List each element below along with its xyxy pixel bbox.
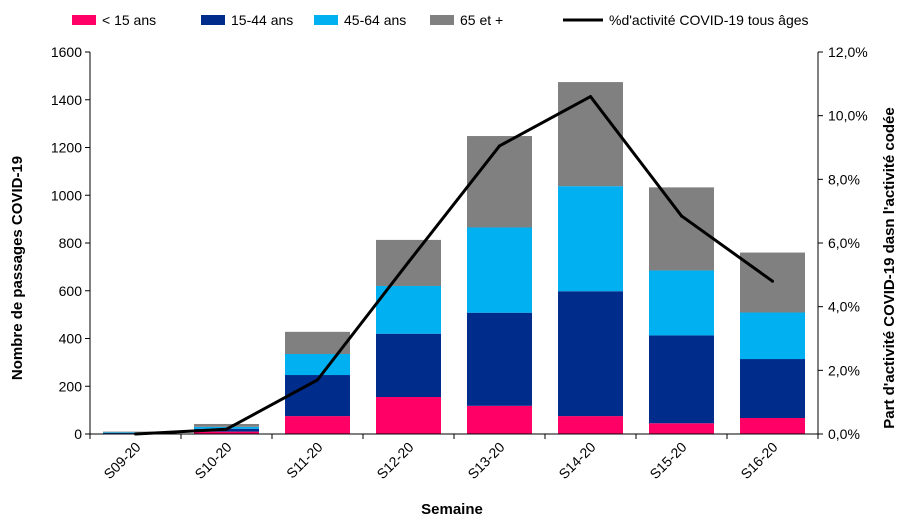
bar-segment — [376, 333, 441, 397]
x-tick-label: S13-20 — [464, 439, 507, 482]
x-tick-label: S10-20 — [191, 439, 234, 482]
bar-segment — [740, 418, 805, 434]
legend-label: 45-64 ans — [344, 12, 406, 28]
bar-segment — [649, 270, 714, 336]
y-tick-label: 600 — [59, 283, 83, 299]
line-point — [316, 378, 319, 382]
line-point — [225, 427, 228, 431]
y2-tick-label: 0,0% — [828, 426, 860, 442]
line-path — [135, 95, 774, 436]
line-series — [134, 95, 774, 436]
x-tick-label: S15-20 — [646, 439, 689, 482]
legend-label: < 15 ans — [102, 12, 156, 28]
y2-tick-label: 8,0% — [828, 171, 860, 187]
y-tick-label: 200 — [59, 378, 83, 394]
legend-swatch — [314, 15, 338, 25]
bar-segment — [558, 186, 623, 292]
bar-segment — [285, 416, 350, 434]
x-tick-label: S09-20 — [100, 439, 143, 482]
bar-segment — [467, 136, 532, 228]
line-point — [680, 214, 683, 218]
y-tick-label: 0 — [74, 426, 82, 442]
legend: < 15 ans 15-44 ans 45-64 ans 65 et + %d'acti… — [72, 12, 809, 28]
bar-segment — [558, 416, 623, 434]
legend-swatch — [430, 15, 454, 25]
legend-label: 65 et + — [460, 12, 503, 28]
bar-segment — [740, 312, 805, 360]
y2-axis-title: Part d'activité COVID-19 dasn l'activité… — [881, 107, 898, 428]
y-tick-label: 1200 — [51, 140, 82, 156]
bar-segment — [467, 405, 532, 434]
legend-swatch — [72, 15, 96, 25]
y-tick-label: 1000 — [51, 187, 82, 203]
y2-tick-label: 6,0% — [828, 235, 860, 251]
legend-swatch — [201, 15, 225, 25]
bar-segment — [649, 187, 714, 271]
line-point — [589, 95, 592, 99]
x-tick-label: S11-20 — [283, 439, 326, 482]
y2-tick-label: 10,0% — [828, 108, 868, 124]
y2-tick-label: 12,0% — [828, 44, 868, 60]
bar-segment — [376, 396, 441, 434]
bar-segment — [103, 431, 168, 433]
y-tick-label: 800 — [59, 235, 83, 251]
bar-segment — [285, 375, 350, 417]
bar-segment — [649, 423, 714, 434]
legend-label: %d'activité COVID-19 tous âges — [609, 12, 809, 28]
line-point — [498, 144, 501, 148]
line-point — [407, 260, 410, 264]
legend-label: 15-44 ans — [231, 12, 293, 28]
y-tick-label: 1600 — [51, 44, 82, 60]
x-tick-label: S14-20 — [555, 439, 598, 482]
bar-segment — [285, 354, 350, 376]
bar-segment — [558, 291, 623, 417]
line-point — [771, 279, 774, 283]
bar-segment — [467, 312, 532, 406]
x-axis-title: Semaine — [421, 501, 483, 518]
y-tick-label: 1400 — [51, 92, 82, 108]
bar-segment — [740, 359, 805, 419]
bar-segment — [467, 227, 532, 313]
bar-segment — [194, 431, 259, 434]
y-tick-label: 400 — [59, 331, 83, 347]
bar-segment — [194, 423, 259, 427]
x-tick-label: S16-20 — [737, 439, 780, 482]
bar-segment — [376, 285, 441, 334]
y2-tick-label: 2,0% — [828, 362, 860, 378]
bar-segment — [285, 331, 350, 355]
bar-segment — [558, 82, 623, 187]
y-axis-title: Nombre de passages COVID-19 — [9, 156, 26, 380]
x-tick-label: S12-20 — [373, 439, 416, 482]
bar-segment — [649, 335, 714, 424]
y2-tick-label: 4,0% — [828, 299, 860, 315]
bars — [103, 82, 805, 434]
